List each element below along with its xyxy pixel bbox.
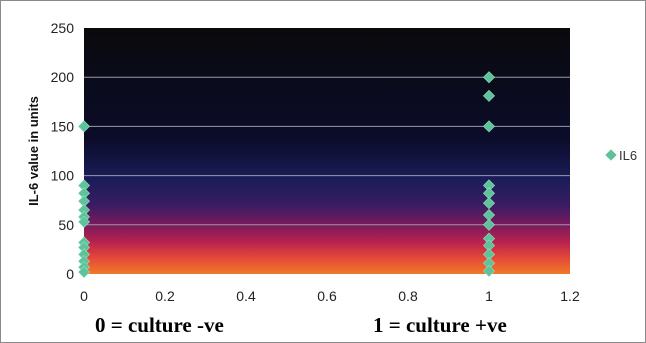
y-tick-label: 250 [51,20,75,36]
data-point [77,266,91,279]
data-point [77,248,91,261]
x-tick-label: 1.2 [560,288,580,304]
x-tick-label: 0 [80,288,88,304]
x-tick-label: 0.4 [236,288,256,304]
data-point [482,208,496,221]
data-point [482,239,496,252]
data-point [77,187,91,200]
y-tick-label: 150 [51,118,75,134]
data-point [482,218,496,231]
caption-left: 0 = culture -ve [95,313,224,337]
data-point [77,241,91,254]
x-tick-label: 0.2 [155,288,175,304]
y-tick-label: 0 [66,266,74,282]
legend-marker [605,149,617,161]
caption-right: 1 = culture +ve [373,313,507,337]
y-axis-ticks: 0 50 100 150 200 250 [51,20,75,282]
y-tick-label: 50 [58,217,74,233]
data-point [77,204,91,217]
data-point [77,215,91,228]
x-tick-label: 0.6 [317,288,337,304]
data-points [77,71,496,279]
data-point [482,120,496,133]
data-point [77,120,91,133]
data-point [482,197,496,210]
data-point [482,89,496,102]
data-point [482,265,496,278]
y-tick-label: 200 [51,69,75,85]
x-axis-ticks: 0 0.2 0.4 0.6 0.8 1 1.2 [80,288,580,304]
y-axis-label: IL-6 value in units [26,96,41,206]
data-point [77,195,91,208]
data-point [482,248,496,261]
data-point [482,71,496,84]
x-tick-label: 1 [485,288,493,304]
legend: IL6 [605,148,637,163]
plot-area [84,28,570,274]
data-point [482,232,496,245]
legend-label: IL6 [619,148,637,163]
x-tick-label: 0.8 [398,288,418,304]
data-point [77,179,91,192]
data-point [482,187,496,200]
data-point [482,179,496,192]
y-tick-label: 100 [51,168,75,184]
data-point [482,257,496,270]
